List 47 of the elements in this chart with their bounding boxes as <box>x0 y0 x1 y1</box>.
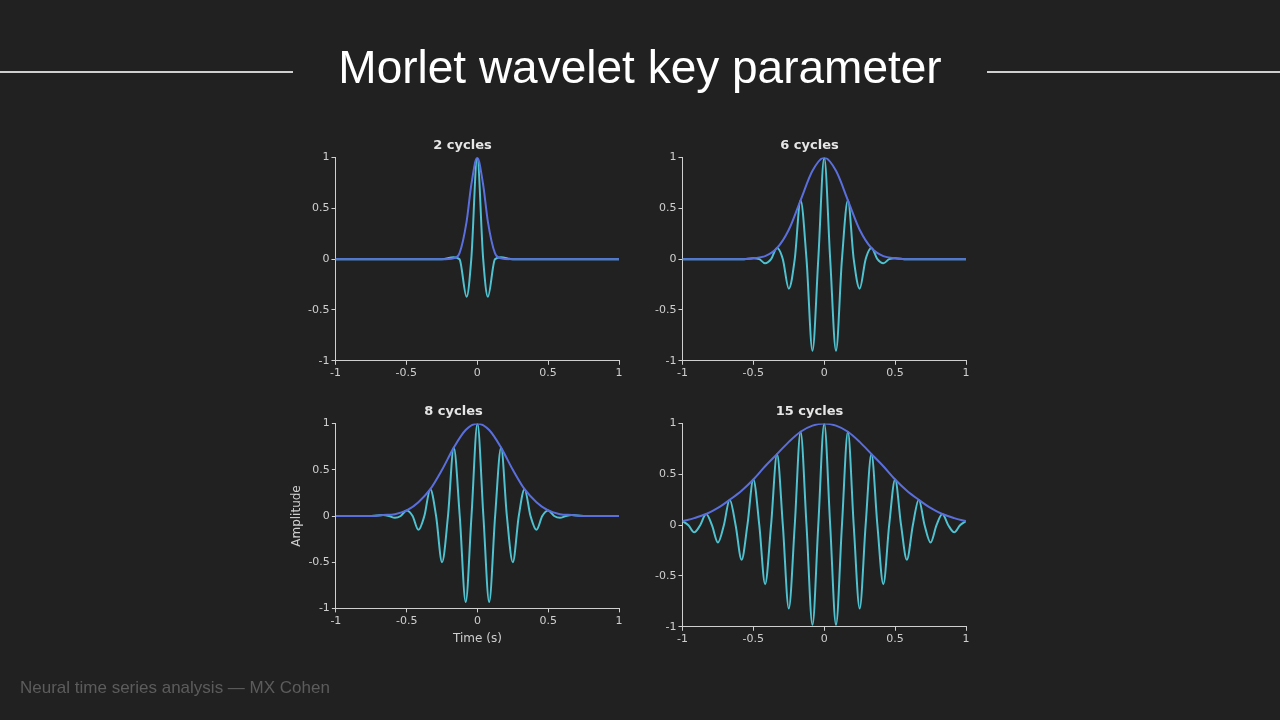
chart-title: 6 cycles <box>780 137 839 153</box>
y-tick-label: 0.5 <box>658 201 677 215</box>
chart-title: 15 cycles <box>775 403 844 419</box>
x-tick-label: 1 <box>962 632 970 646</box>
y-tick-label: -1 <box>318 353 330 367</box>
line-series <box>682 157 966 261</box>
x-tick-label: 1 <box>615 366 623 380</box>
x-tick-label: -0.5 <box>742 632 765 646</box>
y-tick-label: 1 <box>669 150 677 164</box>
text: Neural time series analysis — MX Cohen <box>20 678 330 698</box>
y-tick-label: -0.5 <box>307 302 330 316</box>
line-series <box>335 423 619 517</box>
y-axis-title: Amplitude <box>289 485 304 547</box>
y-tick-label: 0 <box>322 252 330 266</box>
y-tick-label: -1 <box>318 601 330 615</box>
x-axis-title: Time (s) <box>452 630 502 645</box>
x-tick-label: 0 <box>820 366 828 380</box>
chart-title: 8 cycles <box>424 403 483 419</box>
text: Morlet wavelet key parameter <box>337 41 943 93</box>
y-tick-label: 0 <box>669 252 677 266</box>
x-tick-label: 0 <box>820 632 828 646</box>
y-tick-label: 0.5 <box>658 467 677 481</box>
line-series <box>335 157 619 261</box>
y-tick-label: 1 <box>669 416 677 430</box>
y-tick-label: 1 <box>322 150 330 164</box>
x-tick-label: 0.5 <box>539 366 557 380</box>
y-tick-label: 0 <box>322 508 330 522</box>
y-tick-label: 1 <box>322 416 330 430</box>
line-series <box>682 423 966 523</box>
x-tick-label: -0.5 <box>395 366 418 380</box>
x-tick-label: -0.5 <box>395 613 418 627</box>
y-tick-label: -1 <box>665 353 677 367</box>
x-tick-label: 0.5 <box>886 366 904 380</box>
y-tick-label: -0.5 <box>654 568 677 582</box>
y-tick-label: 0 <box>669 518 677 532</box>
x-tick-label: -0.5 <box>742 366 765 380</box>
y-tick-label: -0.5 <box>654 302 677 316</box>
x-tick-label: 0 <box>473 613 481 627</box>
chart-title: 2 cycles <box>433 137 492 153</box>
x-tick-label: 0.5 <box>539 613 557 627</box>
x-tick-label: 1 <box>615 613 623 627</box>
x-tick-label: 1 <box>962 366 970 380</box>
y-tick-label: 0.5 <box>312 462 330 476</box>
x-tick-label: 0.5 <box>886 632 904 646</box>
x-tick-label: 0 <box>473 366 481 380</box>
y-tick-label: 0.5 <box>311 201 330 215</box>
y-tick-label: -0.5 <box>308 555 330 569</box>
